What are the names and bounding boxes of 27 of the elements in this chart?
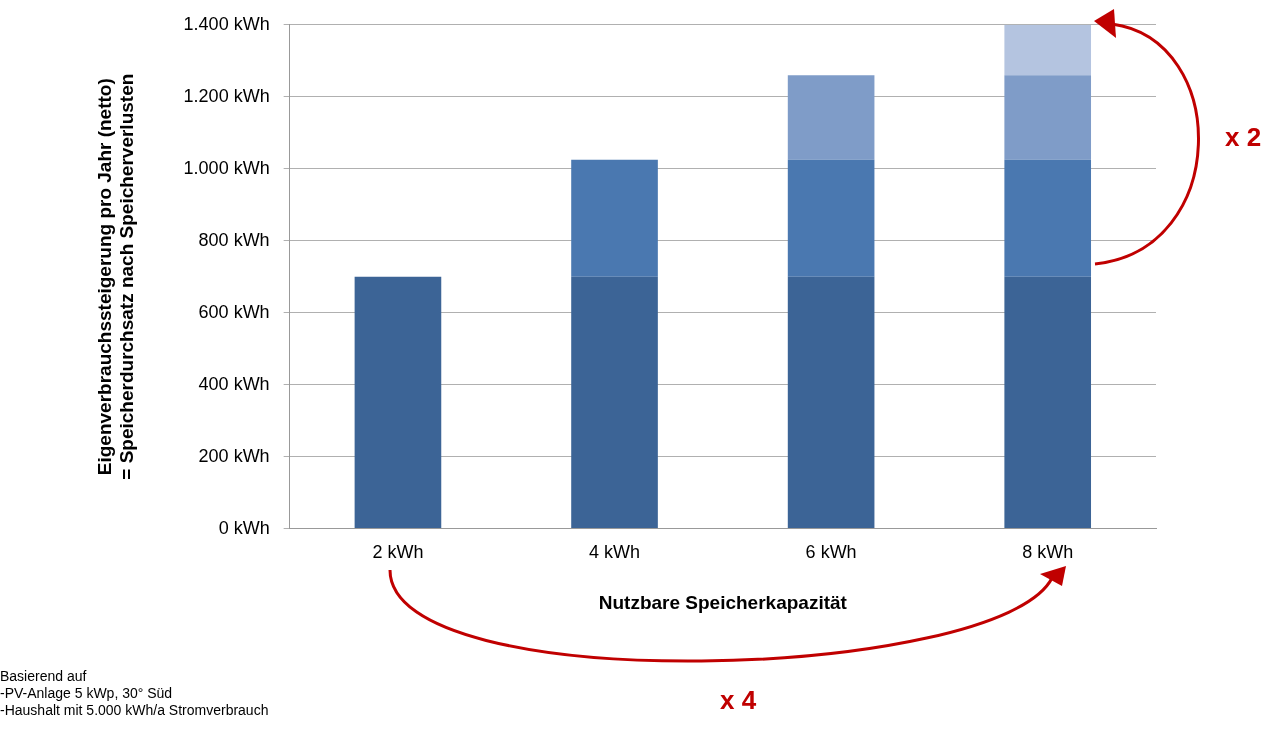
x-axis-title: Nutzbare Speicherkapazität [598,591,848,613]
x-tick-label: 6 kWh [805,542,857,563]
bar [787,159,875,277]
bar [1004,276,1092,529]
bar [1004,159,1092,277]
text: x 2 [1225,122,1262,153]
text: x 4 [720,685,757,716]
bar [787,75,875,160]
y-tick-label: 400 kWh [198,373,270,394]
text: Basierend auf -PV-Anlage 5 kWp, 30° Süd -Haushalt mit 5.000 kWh/a Stromverbrauch [0,668,269,719]
bar [787,276,875,529]
x-tick-label: 4 kWh [589,542,641,563]
bar [571,276,658,529]
bar [1004,75,1092,160]
y-tick-label: 600 kWh [198,301,270,322]
x-tick-label: 2 kWh [372,542,424,563]
y-tick-label: 1.400 kWh [183,13,270,34]
y-axis-title: Eigenverbrauchssteigerung pro Jahr (netto) = Speicherdurchsatz nach Speicherverlusten [93,73,138,480]
y-tick-label: 800 kWh [198,229,270,250]
x-tick-label: 8 kWh [1022,542,1074,563]
bar [1004,24,1092,76]
y-tick-label: 200 kWh [198,445,270,466]
bar [354,276,442,529]
y-tick-label: 0 kWh [218,517,270,538]
bar [571,159,658,277]
y-tick-label: 1.200 kWh [183,85,270,106]
y-tick-label: 1.000 kWh [183,157,270,178]
